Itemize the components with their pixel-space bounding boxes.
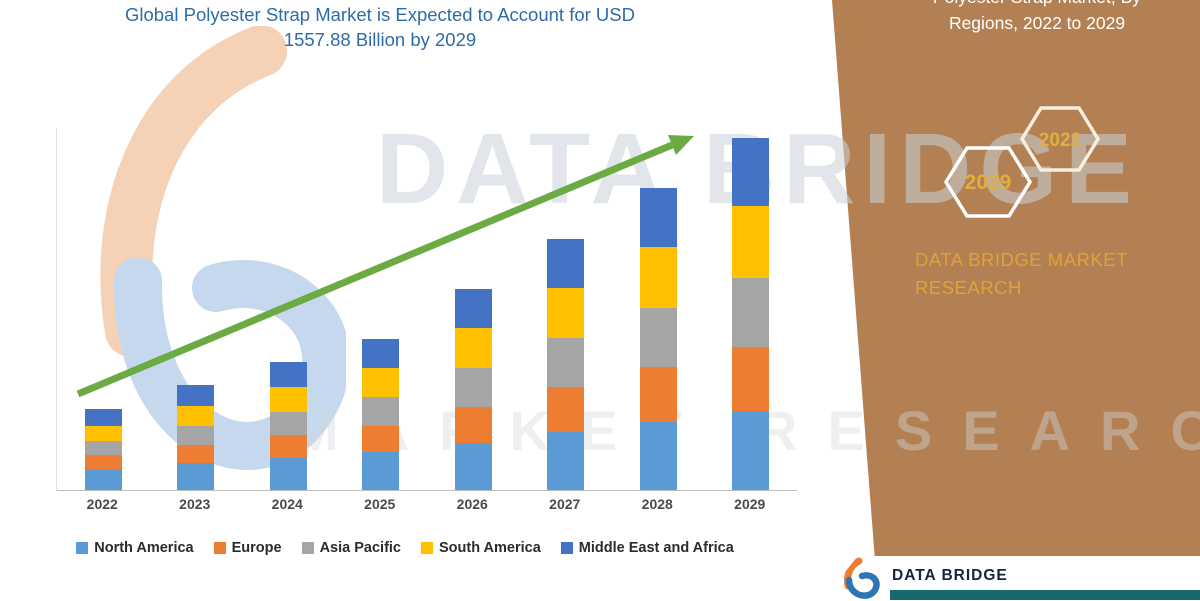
bar-segment-north-america [547,432,585,490]
legend-item: Asia Pacific [301,540,401,556]
legend-item: North America [76,540,194,556]
bar-column [242,128,335,490]
bar-segment-north-america [269,457,307,490]
footer-teal-bar [890,590,1200,600]
bar-column [427,128,520,490]
stacked-bar [732,137,770,490]
bar-segment-south-america [732,206,770,278]
bar-segment-middle-east-and-africa [84,409,122,426]
bar-segment-north-america [454,442,492,490]
bar-segment-europe [177,445,215,464]
footer: DATA BRIDGE [822,556,1200,600]
bar-segment-europe [639,367,677,422]
page-title-line2: 1557.88 Billion by 2029 [283,29,477,50]
bar-segment-middle-east-and-africa [269,361,307,387]
x-axis: 2022 2023 2024 2025 2026 2027 2028 2029 [56,496,796,512]
x-axis-label: 2024 [271,496,303,512]
stacked-bar [547,239,585,490]
legend-item: Europe [213,540,282,556]
bar-segment-south-america [454,328,492,369]
bar-segment-middle-east-and-africa [732,137,770,207]
legend: North America Europe Asia Pacific South Ame… [10,540,800,556]
bar-segment-europe [547,387,585,433]
page-title-line1: Global Polyester Strap Market is Expecte… [124,4,635,25]
page-title: Global Polyester Strap Market is Expecte… [40,2,720,52]
x-axis-label: 2029 [734,496,766,512]
stacked-bar [362,338,400,490]
side-panel-background [832,0,1200,600]
bar-segment-south-america [269,386,307,412]
bar-segment-south-america [547,287,585,339]
bar-column [705,128,798,490]
bar-segment-middle-east-and-africa [177,385,215,406]
bar-segment-south-america [177,405,215,427]
x-axis-label: 2022 [86,496,118,512]
stacked-bar [639,188,677,490]
x-axis-label: 2027 [549,496,581,512]
legend-label: Asia Pacific [319,540,401,556]
bar-segment-asia-pacific [84,440,122,455]
x-axis-label: 2025 [364,496,396,512]
stacked-bar [269,361,307,490]
bar-segment-europe [732,347,770,411]
bar-segment-north-america [177,463,215,490]
legend-swatch [421,542,433,554]
bar-segment-asia-pacific [269,411,307,436]
legend-item: South America [421,540,541,556]
bar-segment-middle-east-and-africa [639,188,677,248]
bar-segment-north-america [84,468,122,490]
x-axis-label: 2028 [641,496,673,512]
bar-column [150,128,243,490]
bar-segment-middle-east-and-africa [454,289,492,329]
bar-column [520,128,613,490]
bar-segment-middle-east-and-africa [547,239,585,288]
legend-label: South America [439,540,541,556]
bar-segment-europe [269,435,307,458]
bar-segment-south-america [84,425,122,441]
bar-segment-europe [454,406,492,443]
bar-column [57,128,150,490]
stacked-bar [84,409,122,490]
bar-segment-north-america [362,452,400,490]
stacked-bar [177,385,215,490]
legend-swatch [213,542,226,554]
footer-brand-text: DATA BRIDGE [892,567,1008,584]
x-axis-label: 2026 [456,496,488,512]
bar-column [612,128,705,490]
stacked-bar [454,289,492,490]
bar-segment-north-america [732,410,770,490]
bar-segment-middle-east-and-africa [362,338,400,368]
legend-swatch [76,542,89,554]
bar-segment-asia-pacific [639,308,677,368]
bar-segment-south-america [362,367,400,398]
legend-label: Middle East and Africa [578,540,734,556]
bar-column [335,128,428,490]
bar-segment-asia-pacific [177,426,215,446]
x-axis-label: 2023 [179,496,211,512]
bar-segment-south-america [639,247,677,309]
legend-item: Middle East and Africa [560,540,734,556]
bar-segment-europe [84,454,122,469]
legend-label: North America [94,540,194,556]
bar-segment-europe [362,425,400,453]
bar-segment-asia-pacific [362,397,400,426]
data-bridge-logo-icon [844,557,880,599]
legend-label: Europe [231,540,282,556]
bar-segment-asia-pacific [732,277,770,348]
bar-segment-asia-pacific [454,368,492,407]
legend-swatch [560,542,573,554]
bar-segment-north-america [639,421,677,490]
bar-segment-asia-pacific [547,338,585,388]
legend-swatch [301,542,314,554]
bar-chart [56,128,797,491]
